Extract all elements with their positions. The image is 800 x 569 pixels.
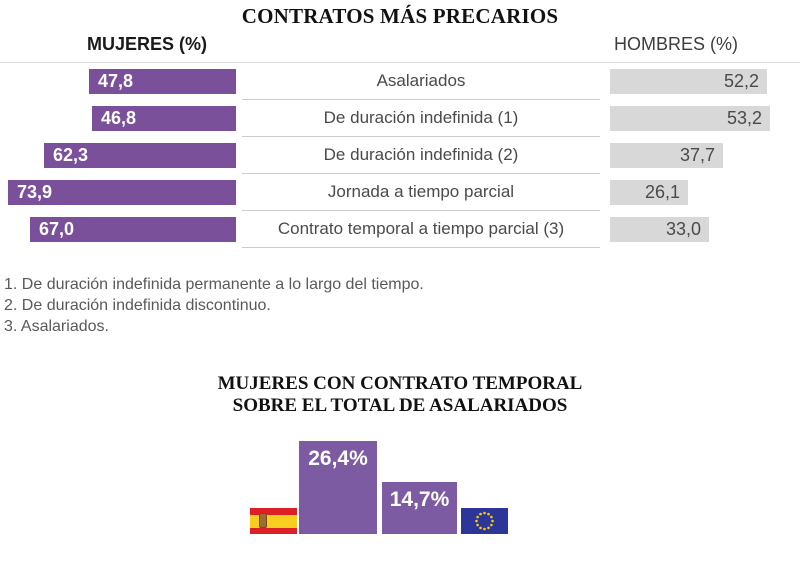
eu-bar: 14,7% xyxy=(382,482,457,534)
mujeres-value: 67,0 xyxy=(39,219,75,239)
table-row: 73,9 Jornada a tiempo parcial 26,1 xyxy=(0,174,800,211)
table-row: 47,8 Asalariados 52,2 xyxy=(0,63,800,100)
chart2-title: MUJERES CON CONTRATO TEMPORAL SOBRE EL T… xyxy=(0,373,800,417)
infographic-page: CONTRATOS MÁS PRECARIOS MUJERES (%) HOMB… xyxy=(0,4,800,569)
mujeres-value: 47,8 xyxy=(98,71,134,91)
hombres-value: 37,7 xyxy=(679,145,715,165)
mujeres-value: 46,8 xyxy=(101,108,137,128)
hombres-header: HOMBRES (%) xyxy=(613,34,738,54)
chart1-rows: 47,8 Asalariados 52,2 46,8 De duración i… xyxy=(0,63,800,248)
table-row: 62,3 De duración indefinida (2) 37,7 xyxy=(0,137,800,174)
mujeres-bar: 46,8 xyxy=(92,106,236,131)
hombres-bar: 53,2 xyxy=(610,106,770,131)
spain-bar-value: 26,4% xyxy=(308,447,368,470)
hombres-value: 52,2 xyxy=(723,71,759,91)
spain-flag-icon xyxy=(250,508,297,534)
category-label: Asalariados xyxy=(242,63,600,100)
hombres-bar: 26,1 xyxy=(610,180,688,205)
category-label: Contrato temporal a tiempo parcial (3) xyxy=(242,211,600,248)
mujeres-bar: 73,9 xyxy=(8,180,236,205)
table-row: 46,8 De duración indefinida (1) 53,2 xyxy=(0,100,800,137)
eu-flag-icon xyxy=(461,508,508,534)
hombres-value: 26,1 xyxy=(644,182,680,202)
footnotes: 1. De duración indefinida permanente a l… xyxy=(0,274,800,337)
mujeres-bar: 67,0 xyxy=(30,217,236,242)
mujeres-bar: 47,8 xyxy=(89,69,236,94)
footnote-2: 2. De duración indefinida discontinuo. xyxy=(4,297,271,314)
category-label: Jornada a tiempo parcial xyxy=(242,174,600,211)
hombres-bar: 33,0 xyxy=(610,217,709,242)
footnote-3: 3. Asalariados. xyxy=(4,318,109,335)
chart1-column-headers: MUJERES (%) HOMBRES (%) xyxy=(0,30,800,63)
mujeres-value: 62,3 xyxy=(53,145,89,165)
hombres-bar: 52,2 xyxy=(610,69,767,94)
footnote-1: 1. De duración indefinida permanente a l… xyxy=(4,276,424,293)
eu-bar-value: 14,7% xyxy=(389,488,450,511)
chart2-title-line1: MUJERES CON CONTRATO TEMPORAL xyxy=(217,373,583,394)
hombres-bar: 37,7 xyxy=(610,143,723,168)
spain-bar: 26,4% xyxy=(299,441,377,534)
chart1-title: CONTRATOS MÁS PRECARIOS xyxy=(241,4,559,28)
spain-coat-of-arms xyxy=(259,512,267,528)
hombres-value: 53,2 xyxy=(726,108,762,128)
table-row: 67,0 Contrato temporal a tiempo parcial … xyxy=(0,211,800,248)
chart2-title-line2: SOBRE EL TOTAL DE ASALARIADOS xyxy=(232,395,568,416)
category-label: De duración indefinida (1) xyxy=(242,100,600,137)
mujeres-bar: 62,3 xyxy=(44,143,236,168)
chart2-plot: 26,4% 14,7% xyxy=(0,417,800,534)
hombres-value: 33,0 xyxy=(665,219,701,239)
mujeres-value: 73,9 xyxy=(17,182,53,202)
mujeres-header: MUJERES (%) xyxy=(87,34,208,54)
category-label: De duración indefinida (2) xyxy=(242,137,600,174)
